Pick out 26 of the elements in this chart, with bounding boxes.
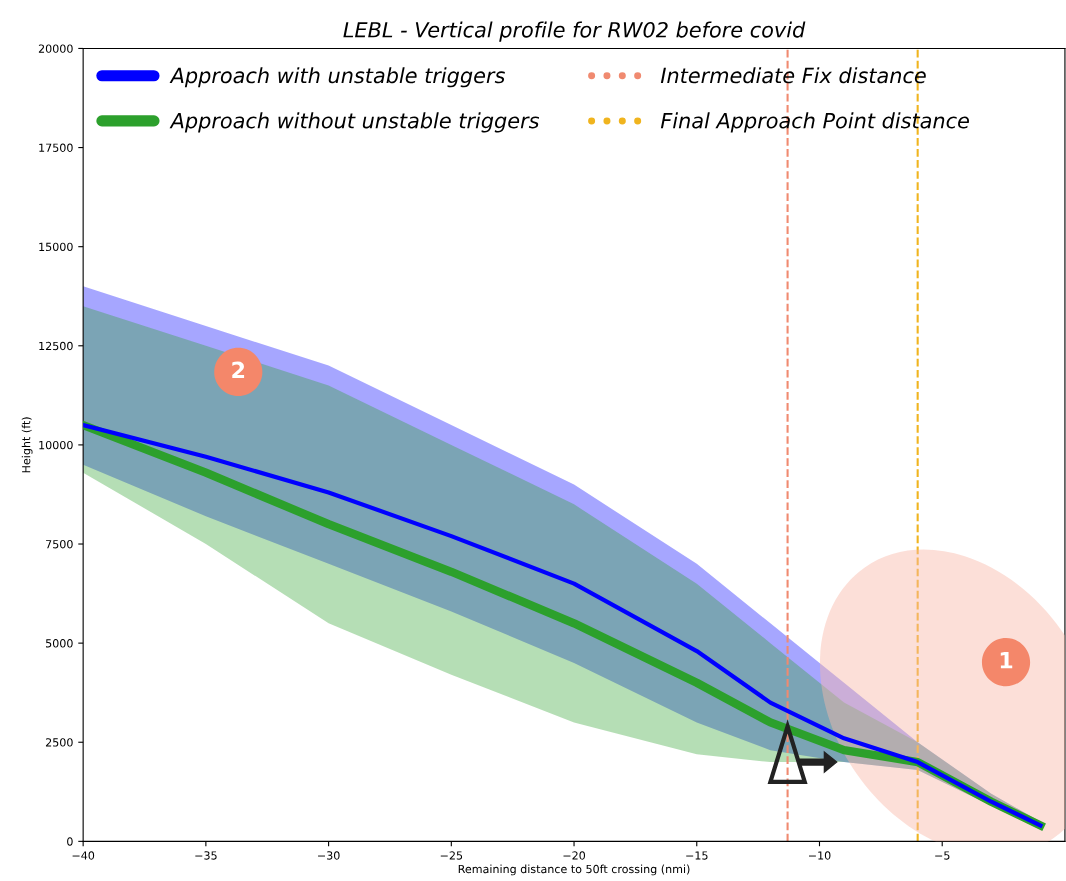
chart-title: LEBL - Vertical profile for RW02 before covid <box>343 21 806 42</box>
annotation: 2 <box>232 361 245 379</box>
legend-label: Approach with unstable triggers <box>169 67 505 88</box>
x-tick-label: −40 <box>72 851 95 860</box>
y-axis-title: Height (ft) <box>21 417 33 473</box>
x-tick-label: −35 <box>195 851 217 860</box>
x-axis-title: Remaining distance to 50ft crossing (nmi) <box>458 864 690 876</box>
annotation: 1 <box>1000 652 1013 669</box>
y-tick-label: 20000 <box>38 44 73 53</box>
y-tick-label: 2500 <box>45 738 73 747</box>
x-tick-label: −10 <box>808 851 831 860</box>
y-tick-label: 0 <box>67 837 73 846</box>
y-tick-label: 7500 <box>46 539 73 549</box>
x-tick-label: −25 <box>440 851 463 860</box>
legend-label: Approach without unstable triggers <box>169 112 540 133</box>
ref-line-label: Intermediate Fix distance <box>660 67 926 84</box>
x-tick-label: −15 <box>686 851 708 860</box>
y-tick-label: 15000 <box>39 242 73 252</box>
y-tick-label: 17500 <box>39 143 73 152</box>
y-tick-label: 5000 <box>46 639 73 648</box>
y-tick-label: 12500 <box>39 341 73 351</box>
x-tick-label: −5 <box>935 851 950 860</box>
x-tick-label: −30 <box>318 851 340 860</box>
y-tick-label: 10000 <box>39 440 73 450</box>
ref-line-label: Final Approach Point distance <box>660 112 969 133</box>
x-tick-label: −20 <box>563 851 586 860</box>
